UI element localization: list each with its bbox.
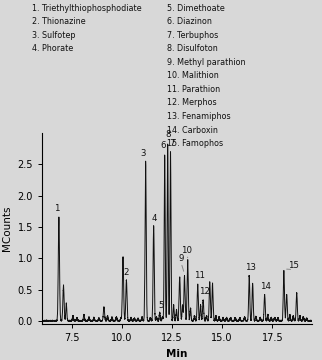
Text: 5. Dimethoate
6. Diazinon
7. Terbuphos
8. Disulfoton
9. Methyl parathion
10. Mal: 5. Dimethoate 6. Diazinon 7. Terbuphos 8…	[167, 4, 246, 148]
Y-axis label: MCounts: MCounts	[2, 206, 12, 251]
Text: 14: 14	[260, 282, 271, 291]
Text: 15: 15	[288, 261, 299, 270]
Text: 1: 1	[54, 204, 60, 213]
Text: 11: 11	[194, 271, 205, 280]
X-axis label: Min: Min	[166, 348, 188, 359]
Text: 6: 6	[160, 141, 166, 150]
Text: 12: 12	[199, 287, 210, 296]
Text: 8: 8	[165, 130, 171, 139]
Text: 7: 7	[170, 139, 175, 148]
Text: 13: 13	[245, 263, 256, 272]
Text: 2: 2	[124, 268, 129, 277]
Text: 1. Triethylthiophosphodiate
2. Thionazine
3. Sulfotep
4. Phorate: 1. Triethylthiophosphodiate 2. Thionazin…	[32, 4, 142, 53]
Text: 3: 3	[141, 149, 147, 158]
Text: 9: 9	[178, 254, 184, 263]
Text: 10: 10	[181, 246, 192, 255]
Text: 4: 4	[152, 214, 157, 223]
Text: 5: 5	[158, 301, 164, 310]
